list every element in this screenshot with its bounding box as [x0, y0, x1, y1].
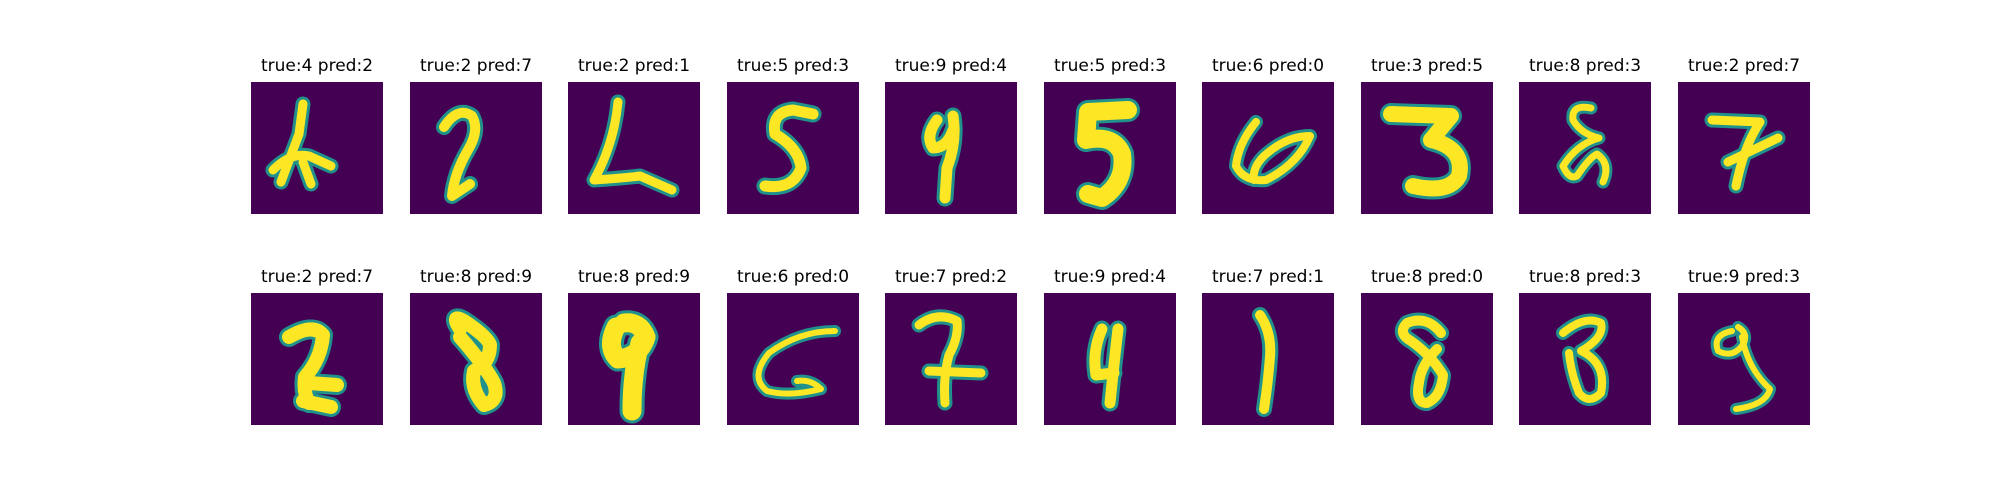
- digit-strokes: [1710, 321, 1776, 415]
- digit-strokes: [921, 107, 963, 207]
- sample-title: true:2 pred:7: [419, 56, 533, 76]
- handwritten-digit-2-icon: [1678, 82, 1810, 214]
- handwritten-digit-8-icon: [568, 293, 700, 425]
- sample-title: true:8 pred:9: [419, 267, 533, 287]
- sample-title: true:8 pred:3: [1528, 56, 1642, 76]
- sample-title: true:9 pred:3: [1687, 267, 1801, 287]
- digit-strokes: [1556, 313, 1609, 406]
- handwritten-digit-9-icon: [1044, 293, 1176, 425]
- sample-title: true:3 pred:5: [1370, 56, 1484, 76]
- digit-strokes: [1704, 112, 1786, 194]
- sample-title: true:8 pred:9: [577, 267, 691, 287]
- handwritten-digit-9-icon: [1678, 293, 1810, 425]
- digit-strokes: [756, 101, 822, 196]
- sample-title: true:7 pred:2: [894, 267, 1008, 287]
- digit-strokes: [586, 94, 680, 198]
- handwritten-digit-7-icon: [885, 293, 1017, 425]
- sample-title: true:6 pred:0: [736, 267, 850, 287]
- digit-strokes: [752, 325, 841, 400]
- digit-strokes: [599, 310, 659, 424]
- sample-title: true:5 pred:3: [1053, 56, 1167, 76]
- sample-title: true:2 pred:7: [1687, 56, 1801, 76]
- handwritten-digit-2-icon: [568, 82, 700, 214]
- digit-strokes: [1394, 312, 1451, 411]
- handwritten-digit-2-icon: [251, 293, 383, 425]
- sample-title: true:4 pred:2: [260, 56, 374, 76]
- handwritten-digit-8-icon: [1519, 293, 1651, 425]
- handwritten-digit-8-icon: [410, 293, 542, 425]
- sample-title: true:2 pred:7: [260, 267, 374, 287]
- sample-title: true:9 pred:4: [894, 56, 1008, 76]
- handwritten-digit-6-icon: [1202, 82, 1334, 214]
- digit-strokes: [436, 104, 484, 204]
- digit-strokes: [265, 96, 339, 192]
- handwritten-digit-5-icon: [727, 82, 859, 214]
- handwritten-digit-7-icon: [1202, 293, 1334, 425]
- sample-title: true:8 pred:0: [1370, 267, 1484, 287]
- digit-strokes: [1556, 100, 1613, 189]
- digit-strokes: [1229, 115, 1317, 188]
- handwritten-digit-8-icon: [1361, 293, 1493, 425]
- digit-strokes: [445, 308, 506, 415]
- sample-title: true:2 pred:1: [577, 56, 691, 76]
- sample-title: true:6 pred:0: [1211, 56, 1325, 76]
- handwritten-digit-4-icon: [251, 82, 383, 214]
- digit-strokes: [1086, 320, 1127, 412]
- sample-title: true:7 pred:1: [1211, 267, 1325, 287]
- handwritten-digit-3-icon: [1361, 82, 1493, 214]
- sample-title: true:5 pred:3: [736, 56, 850, 76]
- digit-strokes: [1252, 307, 1279, 417]
- handwritten-digit-2-icon: [410, 82, 542, 214]
- digit-strokes: [1074, 98, 1140, 210]
- sample-title: true:9 pred:4: [1053, 267, 1167, 287]
- handwritten-digit-8-icon: [1519, 82, 1651, 214]
- digit-strokes: [1380, 103, 1471, 200]
- sample-title: true:8 pred:3: [1528, 267, 1642, 287]
- handwritten-digit-6-icon: [727, 293, 859, 425]
- digit-strokes: [911, 309, 989, 411]
- handwritten-digit-5-icon: [1044, 82, 1176, 214]
- digit-strokes: [279, 319, 347, 417]
- handwritten-digit-9-icon: [885, 82, 1017, 214]
